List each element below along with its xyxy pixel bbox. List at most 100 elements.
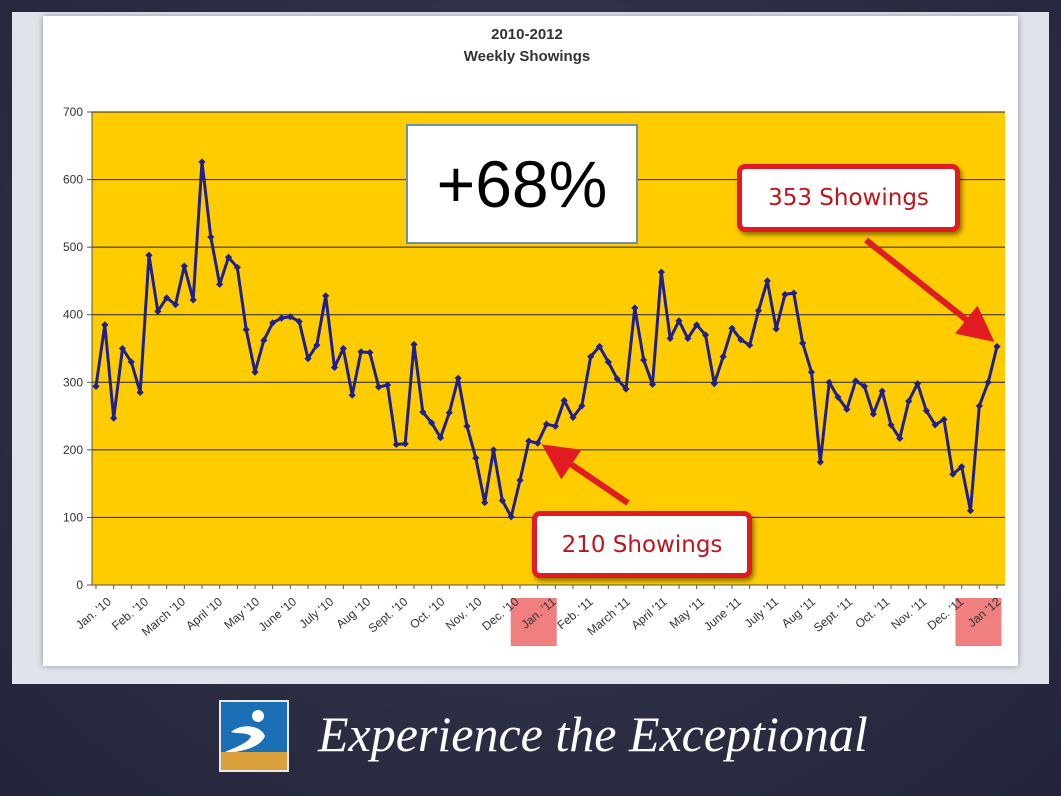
data-point xyxy=(445,409,453,417)
chart-title: 2010-2012 xyxy=(491,26,563,43)
data-point xyxy=(207,233,215,241)
data-point xyxy=(710,380,718,388)
data-point xyxy=(896,434,904,442)
y-tick-label: 400 xyxy=(63,308,83,322)
data-point xyxy=(869,410,877,418)
data-point xyxy=(136,388,144,397)
data-point xyxy=(569,413,577,422)
data-point xyxy=(339,344,347,353)
data-point xyxy=(834,393,842,401)
x-tick-label: April '10 xyxy=(183,594,225,633)
data-point xyxy=(472,454,480,462)
y-tick-label: 500 xyxy=(63,240,83,254)
data-point xyxy=(931,421,939,429)
data-point xyxy=(171,300,180,309)
data-point xyxy=(127,358,135,366)
data-point xyxy=(701,331,710,339)
data-point xyxy=(242,325,250,334)
x-tick-label: June '10 xyxy=(256,594,300,634)
data-point xyxy=(940,415,948,424)
data-point xyxy=(887,421,895,429)
data-point xyxy=(613,375,621,383)
x-tick-label: Sept. '10 xyxy=(365,594,410,635)
high-value-callout: 353 Showings xyxy=(737,164,960,232)
low-value-callout: 210 Showings xyxy=(532,511,752,578)
high-callout-arrow xyxy=(864,237,995,342)
chart-card: 2010-2012 Weekly Showings 0 100 200 300 400 5… xyxy=(43,16,1018,666)
data-point xyxy=(640,356,648,364)
data-point xyxy=(728,324,736,332)
data-point xyxy=(860,382,869,390)
tagline: Experience the Exceptional xyxy=(318,706,868,762)
data-point xyxy=(754,307,763,315)
data-point xyxy=(772,325,780,333)
data-point xyxy=(578,402,586,410)
y-tick-label: 100 xyxy=(63,510,83,524)
data-point xyxy=(304,355,312,363)
data-point xyxy=(693,321,701,329)
data-point xyxy=(463,422,471,430)
data-point xyxy=(984,378,992,386)
data-point xyxy=(286,313,294,321)
data-point xyxy=(975,402,983,410)
data-point xyxy=(666,334,674,342)
data-point xyxy=(383,381,392,389)
data-point xyxy=(542,420,551,428)
x-tick-label: Nov. '10 xyxy=(443,594,485,632)
data-point xyxy=(198,158,206,166)
data-point xyxy=(657,268,665,276)
y-tick-label: 200 xyxy=(63,443,83,457)
data-point xyxy=(410,340,418,349)
data-point xyxy=(675,317,683,325)
data-point xyxy=(428,419,436,427)
data-point xyxy=(118,344,127,353)
data-point xyxy=(189,296,197,304)
data-point xyxy=(154,307,162,315)
data-point xyxy=(330,363,339,372)
data-point xyxy=(551,422,559,430)
data-point xyxy=(375,383,383,391)
x-tick-label: June '11 xyxy=(701,594,744,633)
data-point xyxy=(251,368,259,376)
data-point xyxy=(949,470,957,478)
data-point xyxy=(525,437,533,445)
data-point xyxy=(905,397,913,405)
company-logo-icon xyxy=(219,700,289,772)
data-point xyxy=(216,280,224,288)
x-tick-label: Jan. '10 xyxy=(73,594,114,632)
data-point xyxy=(392,440,400,449)
chart-subtitle: Weekly Showings xyxy=(464,48,590,65)
data-point xyxy=(790,289,798,297)
data-point xyxy=(763,277,771,285)
data-point xyxy=(799,339,807,347)
data-point xyxy=(489,446,498,454)
data-point xyxy=(913,380,922,388)
data-point xyxy=(92,382,100,390)
data-point xyxy=(648,380,657,388)
data-point xyxy=(560,396,568,405)
data-point xyxy=(746,341,754,349)
low-callout-arrow xyxy=(541,444,630,506)
y-tick-label: 700 xyxy=(63,105,83,119)
x-tick-label: July '11 xyxy=(742,594,781,630)
data-point xyxy=(825,378,833,386)
data-point xyxy=(498,496,506,505)
data-point xyxy=(587,353,595,361)
data-point xyxy=(145,251,153,259)
data-point xyxy=(595,342,604,351)
data-point xyxy=(816,458,824,466)
data-point xyxy=(436,434,445,442)
data-point xyxy=(622,385,630,393)
data-point xyxy=(958,463,966,471)
data-point xyxy=(101,321,109,329)
data-point xyxy=(843,405,851,413)
y-tick-label: 300 xyxy=(63,375,83,389)
data-point xyxy=(277,314,286,322)
x-tick-label: May '10 xyxy=(221,594,262,632)
data-point xyxy=(401,440,409,448)
x-tick-label: May '11 xyxy=(667,594,707,631)
x-tick-label: Oct. '10 xyxy=(407,594,448,631)
x-tick-label: April '11 xyxy=(629,594,670,632)
data-point xyxy=(516,476,524,484)
data-point xyxy=(357,348,365,356)
